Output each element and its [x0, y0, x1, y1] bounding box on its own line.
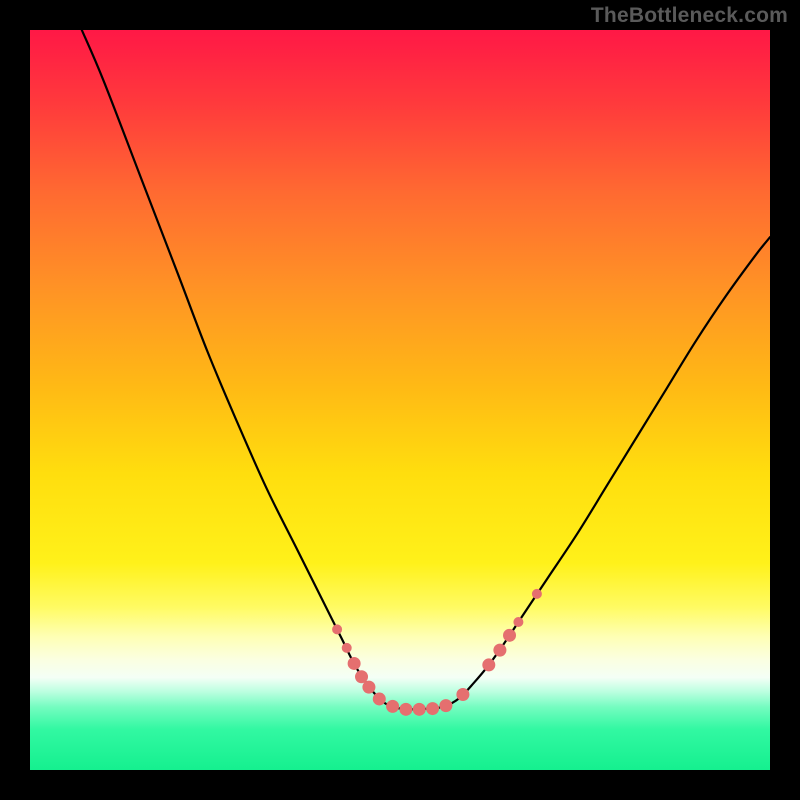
curve-marker	[399, 703, 412, 716]
bottleneck-chart	[0, 0, 800, 800]
chart-stage: TheBottleneck.com	[0, 0, 800, 800]
curve-marker	[493, 644, 506, 657]
curve-marker	[332, 624, 342, 634]
curve-marker	[482, 658, 495, 671]
curve-marker	[426, 702, 439, 715]
curve-marker	[503, 629, 516, 642]
curve-marker	[413, 703, 426, 716]
curve-marker	[373, 692, 386, 705]
curve-marker	[386, 700, 399, 713]
curve-marker	[348, 657, 361, 670]
curve-marker	[439, 699, 452, 712]
curve-marker	[362, 681, 375, 694]
curve-marker	[513, 617, 523, 627]
curve-marker	[342, 643, 352, 653]
watermark-text: TheBottleneck.com	[591, 4, 788, 28]
curve-marker	[456, 688, 469, 701]
curve-marker	[532, 589, 542, 599]
